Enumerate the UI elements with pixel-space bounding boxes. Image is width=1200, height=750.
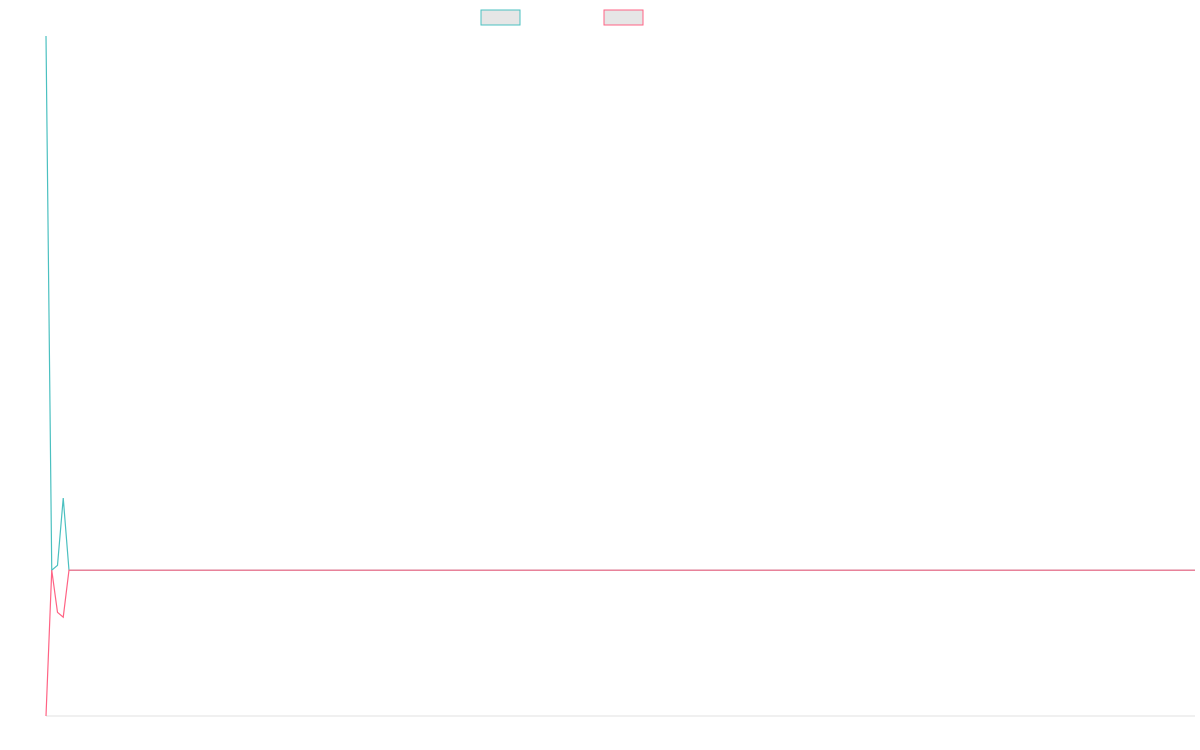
series-line	[45, 569, 1195, 717]
legend-swatch[interactable]	[480, 9, 521, 26]
series-line	[45, 35, 1195, 572]
legend-swatch[interactable]	[603, 9, 644, 26]
